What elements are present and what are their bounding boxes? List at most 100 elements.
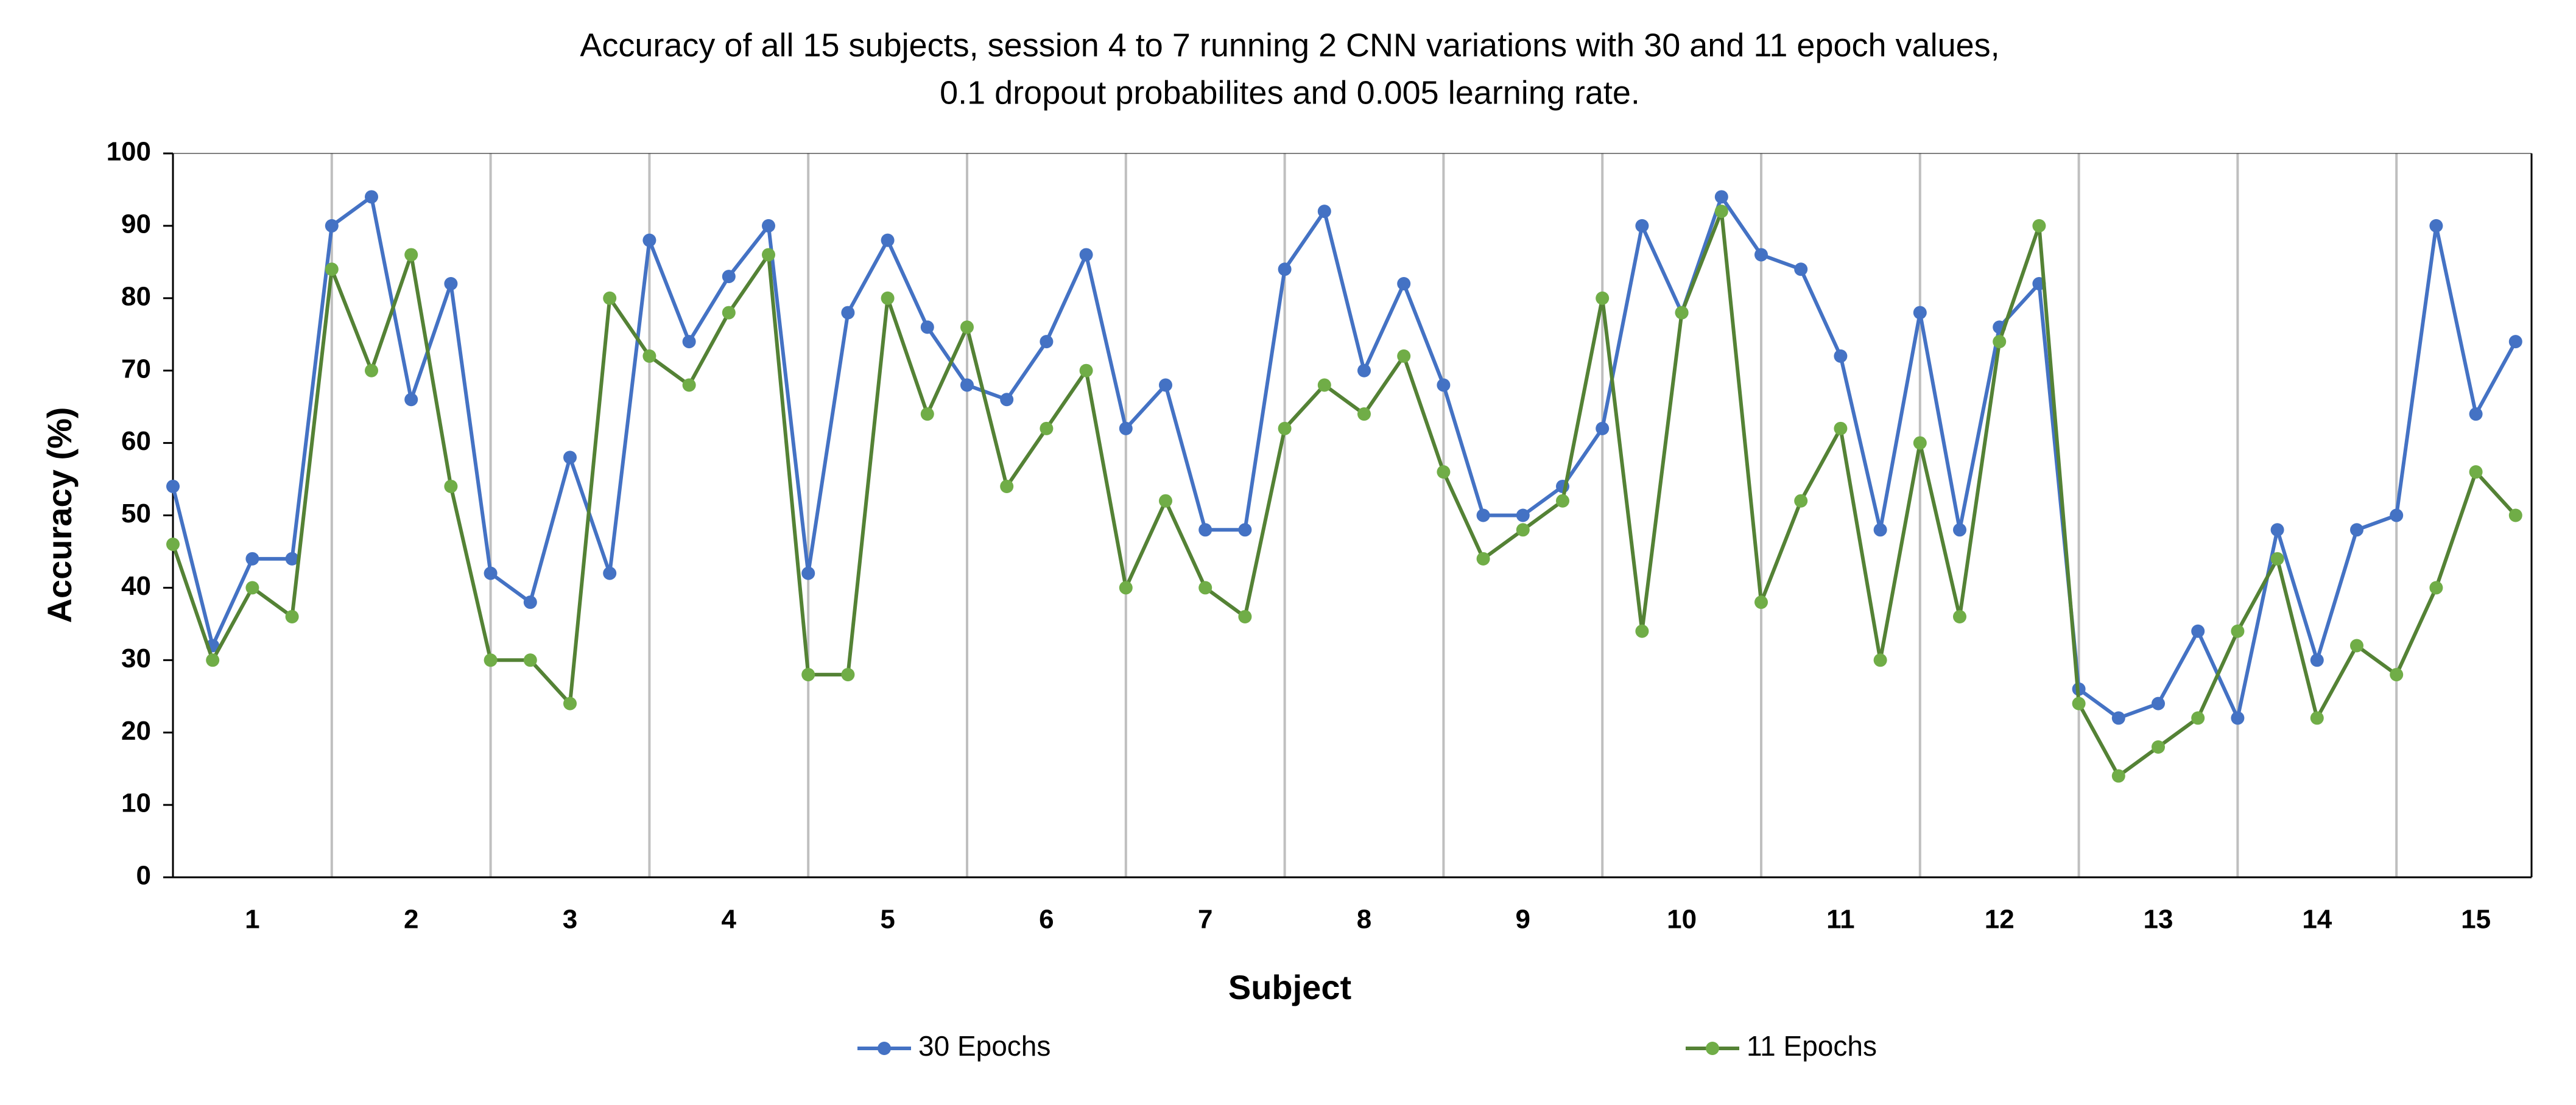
marker (2429, 581, 2443, 595)
marker (2152, 696, 2165, 710)
y-tick-label: 20 (121, 716, 151, 746)
marker (2072, 696, 2086, 710)
x-tick-label: 3 (563, 905, 577, 935)
marker (1278, 262, 1292, 276)
marker (841, 668, 855, 682)
marker (1556, 494, 1569, 508)
marker (1675, 306, 1689, 320)
marker (1714, 190, 1728, 204)
marker (2469, 407, 2483, 421)
marker (404, 248, 418, 262)
chart-title: 0.1 dropout probabilites and 0.005 learn… (940, 74, 1640, 111)
marker (2231, 711, 2245, 725)
x-tick-label: 4 (722, 905, 737, 935)
y-tick-label: 80 (121, 281, 151, 311)
y-tick-label: 40 (121, 571, 151, 601)
marker (166, 538, 180, 552)
marker (2350, 523, 2363, 537)
marker (166, 479, 180, 493)
marker (1476, 552, 1490, 566)
marker (2191, 711, 2205, 725)
marker (1754, 248, 1768, 262)
marker (960, 378, 974, 392)
marker (1596, 291, 1610, 305)
y-tick-label: 0 (136, 861, 151, 891)
marker (1079, 363, 1093, 377)
marker (484, 653, 498, 667)
marker (563, 696, 577, 710)
marker (1834, 349, 1848, 363)
marker (1714, 205, 1728, 219)
marker (365, 363, 378, 377)
marker (1516, 508, 1530, 522)
marker (523, 595, 537, 609)
marker (1040, 335, 1054, 349)
marker (1238, 523, 1252, 537)
marker (206, 653, 220, 667)
marker (1357, 363, 1371, 377)
marker (881, 233, 895, 247)
legend-marker (1706, 1042, 1719, 1055)
marker (2310, 711, 2324, 725)
marker (1317, 205, 1331, 219)
marker (801, 566, 815, 580)
legend-marker (878, 1042, 891, 1055)
marker (2111, 711, 2125, 725)
marker (484, 566, 498, 580)
marker (444, 479, 458, 493)
legend-label: 30 Epochs (918, 1030, 1050, 1062)
marker (722, 270, 736, 284)
marker (1159, 494, 1172, 508)
marker (1913, 306, 1927, 320)
marker (285, 609, 299, 623)
x-tick-label: 8 (1357, 905, 1371, 935)
x-tick-label: 7 (1198, 905, 1212, 935)
marker (1834, 421, 1848, 435)
series-line (171, 209, 2518, 778)
marker (1516, 523, 1530, 537)
marker (245, 581, 259, 595)
marker (1596, 421, 1610, 435)
marker (960, 320, 974, 334)
x-tick-label: 2 (404, 905, 418, 935)
marker (1357, 407, 1371, 421)
marker (642, 233, 656, 247)
marker (563, 451, 577, 465)
marker (1198, 581, 1212, 595)
marker (2390, 508, 2404, 522)
y-tick-label: 90 (121, 209, 151, 239)
marker (841, 306, 855, 320)
marker (2032, 219, 2046, 233)
marker (2231, 624, 2245, 638)
x-tick-label: 12 (1985, 905, 2015, 935)
marker (920, 407, 934, 421)
x-axis-title: Subject (1228, 968, 1351, 1006)
marker (365, 190, 378, 204)
marker (1437, 465, 1451, 479)
legend-label: 11 Epochs (1747, 1030, 1877, 1062)
marker (1119, 421, 1133, 435)
x-tick-label: 9 (1516, 905, 1530, 935)
marker (2191, 624, 2205, 638)
chart-title: Accuracy of all 15 subjects, session 4 t… (580, 27, 1999, 63)
marker (603, 291, 617, 305)
marker (1000, 393, 1014, 407)
y-tick-label: 60 (121, 426, 151, 456)
marker (1913, 436, 1927, 450)
x-tick-label: 5 (880, 905, 895, 935)
x-tick-label: 10 (1667, 905, 1697, 935)
marker (603, 566, 617, 580)
marker (523, 653, 537, 667)
x-tick-label: 11 (1826, 905, 1855, 935)
marker (801, 668, 815, 682)
marker (1040, 421, 1054, 435)
marker (1993, 335, 2007, 349)
x-tick-label: 1 (245, 905, 259, 935)
marker (1119, 581, 1133, 595)
marker (2152, 740, 2165, 754)
marker (2469, 465, 2483, 479)
marker (1635, 624, 1649, 638)
x-tick-label: 6 (1039, 905, 1054, 935)
marker (682, 335, 696, 349)
